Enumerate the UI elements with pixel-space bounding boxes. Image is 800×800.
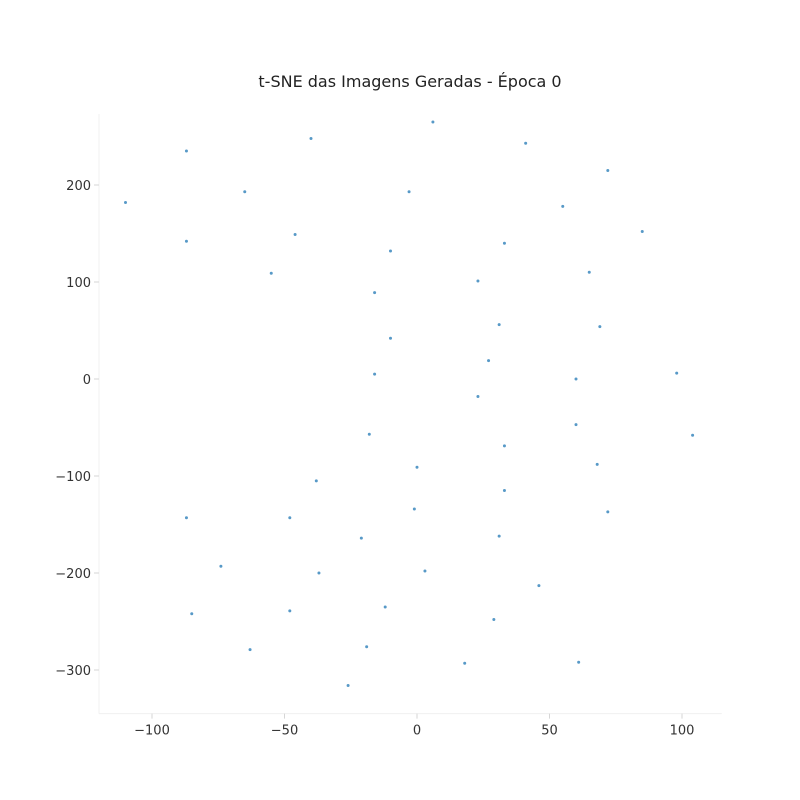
scatter-point: [487, 359, 491, 363]
x-tick-label: −50: [271, 724, 298, 739]
scatter-point: [463, 661, 467, 665]
scatter-point: [389, 336, 392, 340]
scatter-point: [537, 584, 541, 588]
y-axis: 200 100 0 −100 −200 −300: [55, 179, 99, 679]
x-tick-label: 100: [670, 724, 695, 739]
scatter-point: [288, 516, 292, 520]
x-tick-label: 50: [541, 724, 558, 739]
scatter-point: [561, 204, 565, 208]
scatter-point: [691, 433, 695, 437]
y-tick-label: −200: [55, 567, 91, 582]
scatter-point: [497, 323, 501, 327]
scatter-point: [373, 291, 377, 295]
x-tick-label: 0: [413, 724, 421, 739]
scatter-point: [367, 432, 371, 436]
y-tick-label: 100: [66, 276, 91, 291]
scatter-point: [415, 465, 419, 469]
scatter-point: [502, 241, 506, 245]
scatter-point: [184, 516, 188, 520]
y-tick-label: −100: [55, 470, 91, 485]
scatter-point: [373, 372, 377, 376]
scatter-point: [248, 648, 252, 652]
scatter-point: [497, 534, 501, 538]
y-tick-label: −300: [55, 664, 91, 679]
scatter-point: [640, 230, 644, 234]
scatter-point: [346, 684, 350, 688]
scatter-point: [407, 190, 411, 194]
scatter-point: [383, 605, 387, 609]
scatter-point: [574, 423, 578, 427]
scatter-point: [606, 168, 610, 172]
scatter-point: [389, 249, 392, 253]
scatter-point: [577, 660, 581, 664]
scatter-point: [492, 618, 496, 622]
scatter-point: [184, 239, 188, 243]
scatter-point: [606, 510, 610, 514]
scatter-point: [365, 645, 369, 649]
scatter-point: [309, 136, 313, 140]
scatter-point: [502, 489, 506, 493]
scatter-point: [190, 612, 194, 616]
scatter-point: [675, 371, 679, 375]
scatter-point: [423, 569, 427, 573]
y-tick-label: 200: [66, 179, 91, 194]
axis-spines: [98, 113, 722, 715]
scatter-point: [431, 120, 435, 124]
scatter-point: [317, 571, 321, 575]
scatter-point: [314, 479, 318, 483]
y-tick-label: 0: [83, 373, 91, 388]
scatter-point: [524, 141, 528, 145]
scatter-point: [587, 270, 591, 274]
scatter-point: [124, 200, 127, 204]
scatter-point: [476, 279, 480, 283]
scatter-point: [288, 609, 292, 613]
data-points: [124, 120, 695, 688]
scatter-point: [243, 190, 247, 194]
scatter-point: [359, 536, 363, 540]
scatter-point: [476, 394, 480, 398]
scatter-point: [574, 377, 578, 381]
scatter-point: [502, 444, 506, 448]
scatter-point: [219, 564, 223, 568]
scatter-point: [184, 149, 188, 153]
scatter-point: [598, 325, 602, 329]
scatter-point: [412, 507, 416, 511]
x-tick-label: −100: [134, 724, 170, 739]
scatter-point: [269, 271, 273, 275]
scatter-point: [293, 232, 297, 236]
chart-title: t-SNE das Imagens Geradas - Época 0: [258, 72, 561, 91]
scatter-point: [595, 462, 599, 466]
x-axis: −100 −50 0 50 100: [134, 713, 695, 739]
